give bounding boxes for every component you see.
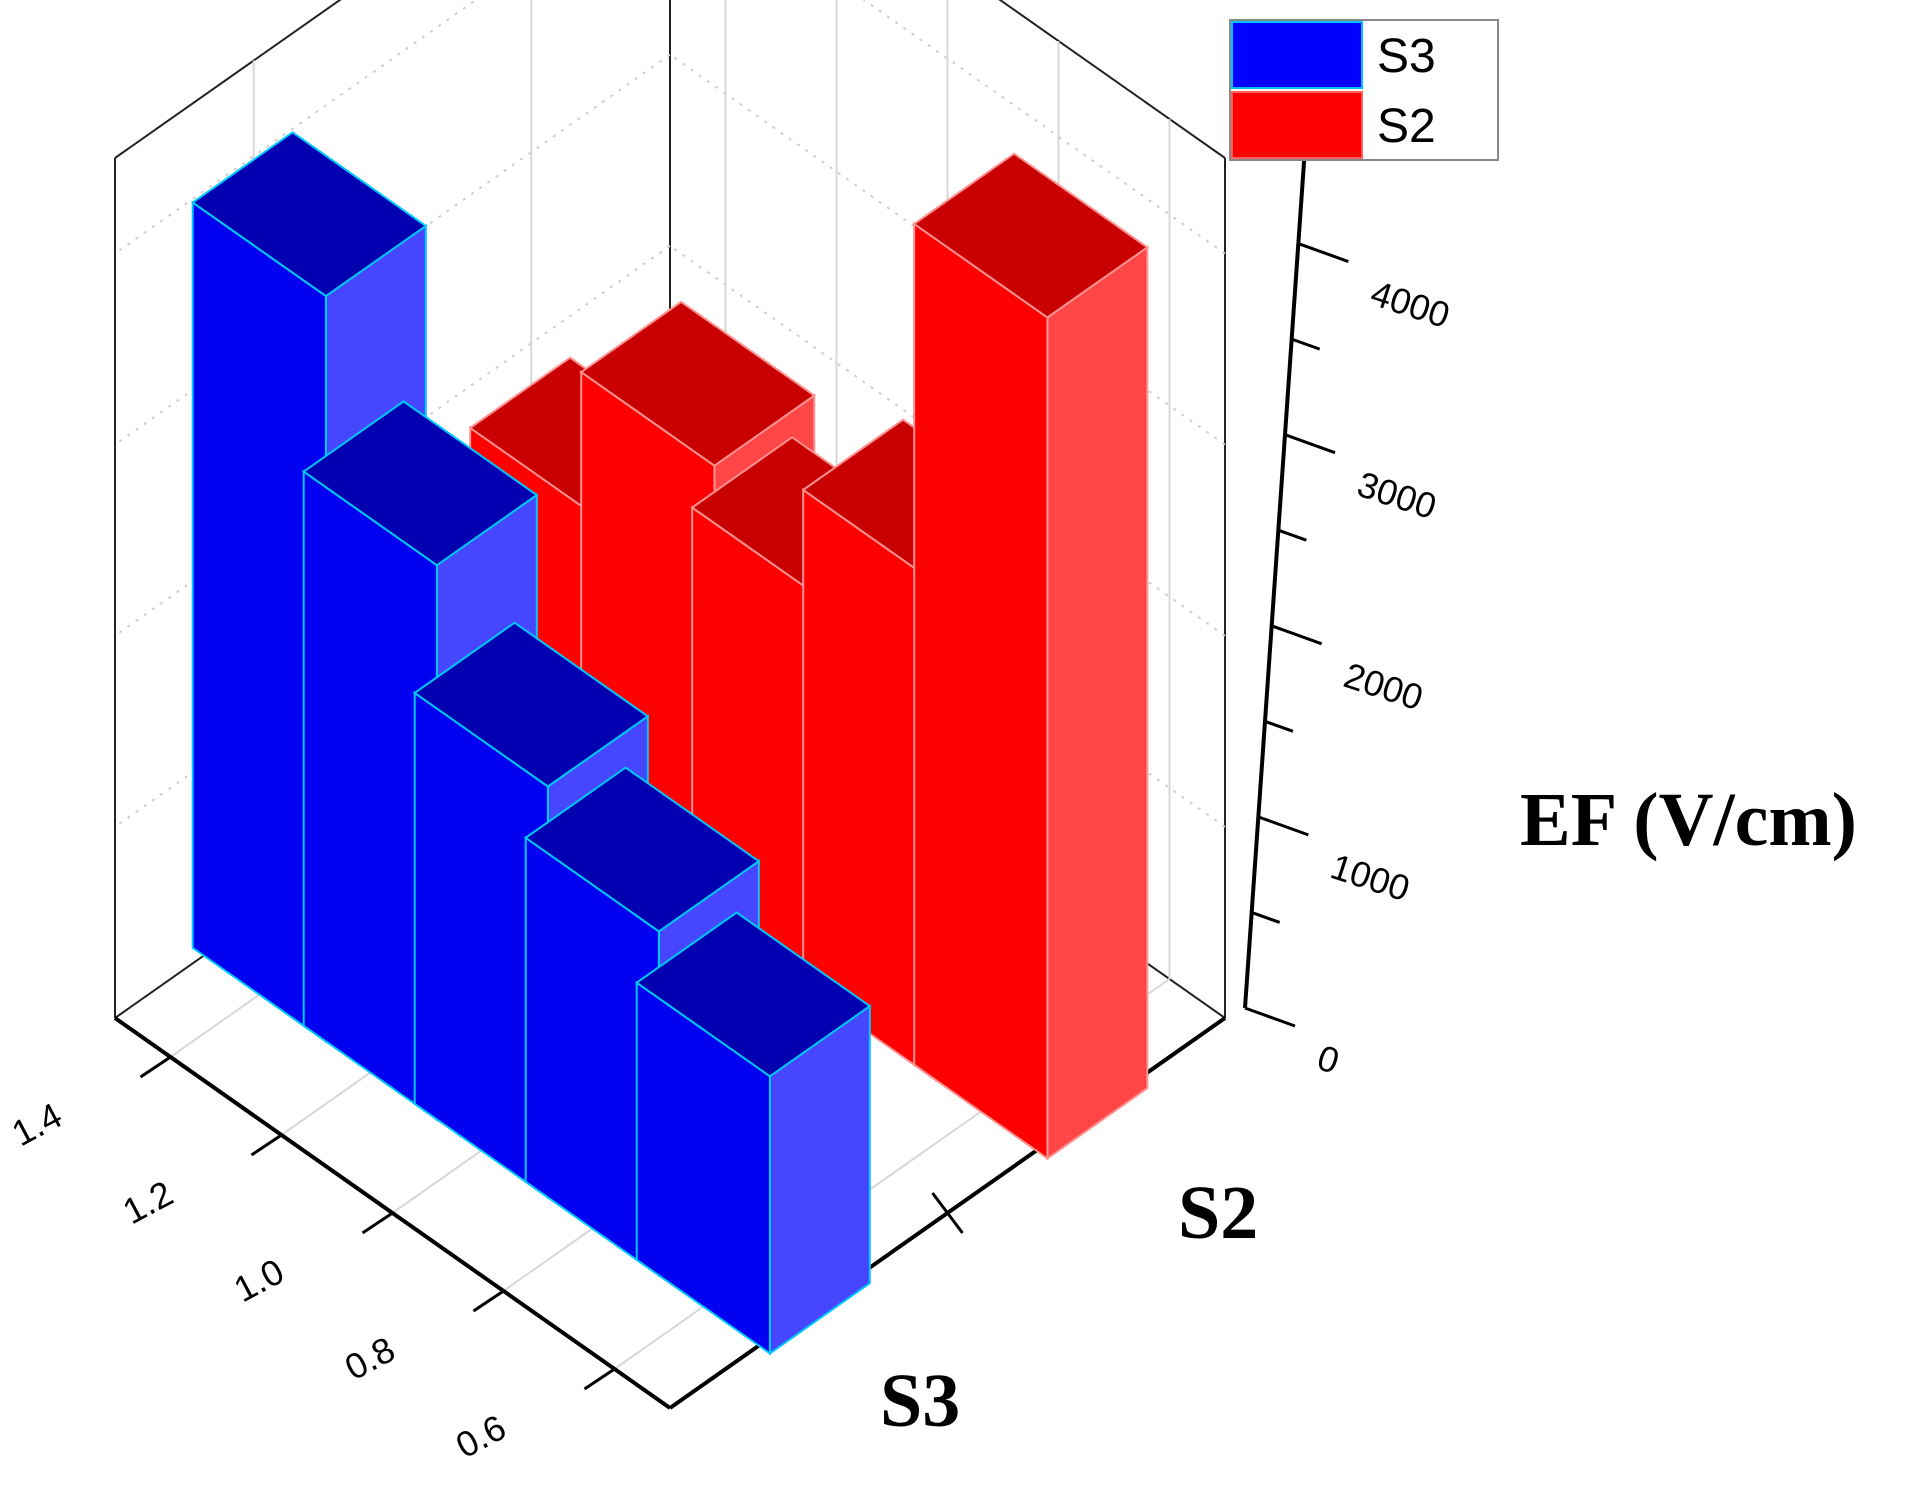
bar-face-side <box>1046 245 1149 1161</box>
z-axis-minor-tick <box>1251 911 1281 924</box>
z-axis-major-tick <box>1284 433 1336 455</box>
x-tick-label: 1.0 <box>227 1250 290 1310</box>
bar-face-top <box>301 400 539 567</box>
legend-swatch-s2 <box>1231 91 1363 159</box>
x-tick-label: 0.6 <box>449 1406 512 1466</box>
z-axis-title: EF (V/cm) <box>1520 778 1857 862</box>
z-tick-label: 2000 <box>1339 654 1428 718</box>
z-tick-label: 4000 <box>1366 272 1455 336</box>
legend-label-s3: S3 <box>1377 30 1436 83</box>
z-axis-major-tick <box>1271 624 1323 646</box>
z-axis-line <box>1243 147 1307 1009</box>
legend-label-s2: S2 <box>1377 100 1436 153</box>
x-tick-label: 0.8 <box>338 1328 401 1388</box>
z-axis-major-tick <box>1244 1006 1296 1028</box>
bar-face-top <box>579 300 817 467</box>
x-axis-tick <box>361 1211 394 1235</box>
z-axis-minor-tick <box>1277 528 1307 542</box>
bar-s3-0_6 <box>634 911 872 1356</box>
bar-face-top <box>412 621 650 788</box>
x-axis-tick <box>139 1055 172 1079</box>
bar-face-top <box>912 152 1150 319</box>
x-axis-tick <box>472 1289 505 1313</box>
legend-swatch-s3 <box>1231 21 1363 89</box>
bar-face-top <box>190 131 428 298</box>
bar-face-top <box>523 766 761 933</box>
legend: S3 S2 <box>1229 19 1499 161</box>
bar-face-front <box>913 221 1049 1161</box>
z-axis-minor-tick <box>1264 719 1294 733</box>
series-axis-label-s3: S3 <box>880 1359 960 1443</box>
frame-top-right-edge <box>998 0 1226 159</box>
series-axis-tick <box>931 1192 964 1234</box>
x-tick-label: 1.2 <box>116 1172 179 1232</box>
bars <box>190 131 1150 1356</box>
frame-top-left-edge <box>114 0 342 159</box>
x-axis-tick <box>250 1133 283 1157</box>
bar-face-top <box>634 911 872 1078</box>
z-tick-label: 1000 <box>1326 846 1415 910</box>
bar-s2-0_6 <box>912 152 1150 1161</box>
z-axis-minor-tick <box>1291 337 1321 351</box>
z-axis-major-tick <box>1257 815 1309 837</box>
x-tick-label: 1.4 <box>5 1094 68 1154</box>
series-axis-label-s2: S2 <box>1178 1171 1258 1255</box>
z-tick-label: 0 <box>1313 1037 1345 1082</box>
z-tick-label: 3000 <box>1353 463 1442 527</box>
x-axis-tick <box>583 1367 616 1391</box>
z-axis-major-tick <box>1297 242 1349 263</box>
